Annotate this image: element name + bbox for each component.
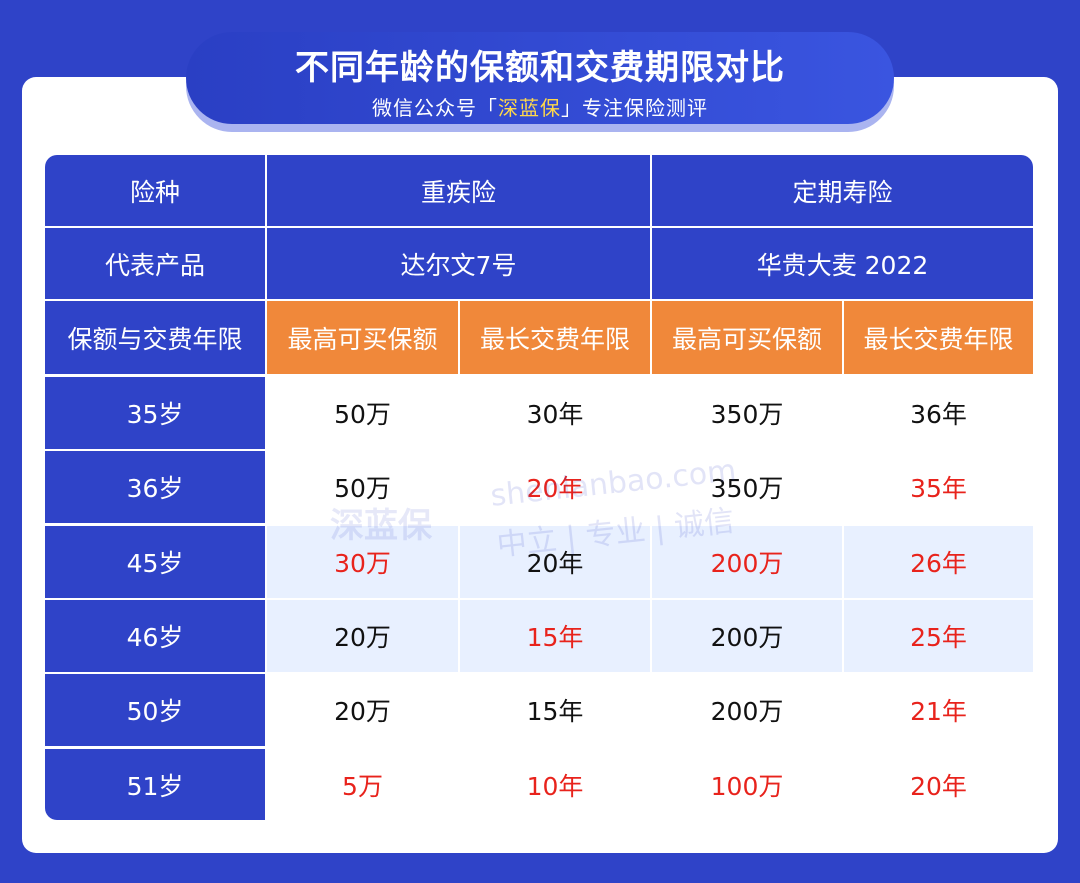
subtitle-suffix: 」专注保险测评 bbox=[561, 96, 708, 120]
product-darwin-7: 达尔文7号 bbox=[267, 228, 650, 299]
value-cell-highlight: 21年 bbox=[844, 674, 1033, 746]
value-cell-highlight: 20年 bbox=[460, 451, 650, 523]
subheader-max-coverage-1: 最高可买保额 bbox=[267, 301, 458, 374]
value-cell-highlight: 100万 bbox=[652, 749, 842, 820]
age-cell: 35岁 bbox=[45, 377, 265, 449]
brand-name: 深蓝保 bbox=[498, 96, 561, 120]
value-cell-highlight: 20年 bbox=[844, 749, 1033, 820]
header-product-label: 代表产品 bbox=[45, 228, 265, 299]
header-insurance-type-label: 险种 bbox=[45, 155, 265, 226]
value-cell: 200万 bbox=[652, 600, 842, 672]
page-title: 不同年龄的保额和交费期限对比 bbox=[295, 48, 785, 88]
value-cell: 350万 bbox=[652, 451, 842, 523]
product-huagui-damai: 华贵大麦 2022 bbox=[652, 228, 1033, 299]
value-cell-highlight: 25年 bbox=[844, 600, 1033, 672]
age-cell: 50岁 bbox=[45, 674, 265, 746]
value-cell-highlight: 200万 bbox=[652, 526, 842, 598]
age-cell: 51岁 bbox=[45, 749, 265, 820]
value-cell: 20年 bbox=[460, 526, 650, 598]
value-cell: 50万 bbox=[267, 451, 458, 523]
header-coverage-term-label: 保额与交费年限 bbox=[45, 301, 265, 374]
subtitle-prefix: 微信公众号「 bbox=[372, 96, 498, 120]
value-cell-highlight: 10年 bbox=[460, 749, 650, 820]
value-cell: 50万 bbox=[267, 377, 458, 449]
value-cell: 15年 bbox=[460, 674, 650, 746]
value-cell: 20万 bbox=[267, 600, 458, 672]
subheader-max-payment-term-2: 最长交费年限 bbox=[844, 301, 1033, 374]
age-cell: 46岁 bbox=[45, 600, 265, 672]
value-cell: 20万 bbox=[267, 674, 458, 746]
value-cell-highlight: 15年 bbox=[460, 600, 650, 672]
title-banner: 不同年龄的保额和交费期限对比 微信公众号「深蓝保」专注保险测评 bbox=[186, 32, 894, 124]
header-term-life: 定期寿险 bbox=[652, 155, 1033, 226]
comparison-table: 险种 重疾险 定期寿险 代表产品 达尔文7号 华贵大麦 2022 保额与交费年限… bbox=[45, 155, 1033, 820]
subheader-max-payment-term-1: 最长交费年限 bbox=[460, 301, 650, 374]
age-cell: 45岁 bbox=[45, 526, 265, 598]
subheader-max-coverage-2: 最高可买保额 bbox=[652, 301, 842, 374]
value-cell: 30年 bbox=[460, 377, 650, 449]
page-subtitle: 微信公众号「深蓝保」专注保险测评 bbox=[186, 92, 894, 121]
value-cell-highlight: 30万 bbox=[267, 526, 458, 598]
header-critical-illness: 重疾险 bbox=[267, 155, 650, 226]
value-cell-highlight: 26年 bbox=[844, 526, 1033, 598]
value-cell: 350万 bbox=[652, 377, 842, 449]
value-cell-highlight: 5万 bbox=[267, 749, 458, 820]
value-cell: 200万 bbox=[652, 674, 842, 746]
value-cell: 36年 bbox=[844, 377, 1033, 449]
age-cell: 36岁 bbox=[45, 451, 265, 523]
value-cell-highlight: 35年 bbox=[844, 451, 1033, 523]
